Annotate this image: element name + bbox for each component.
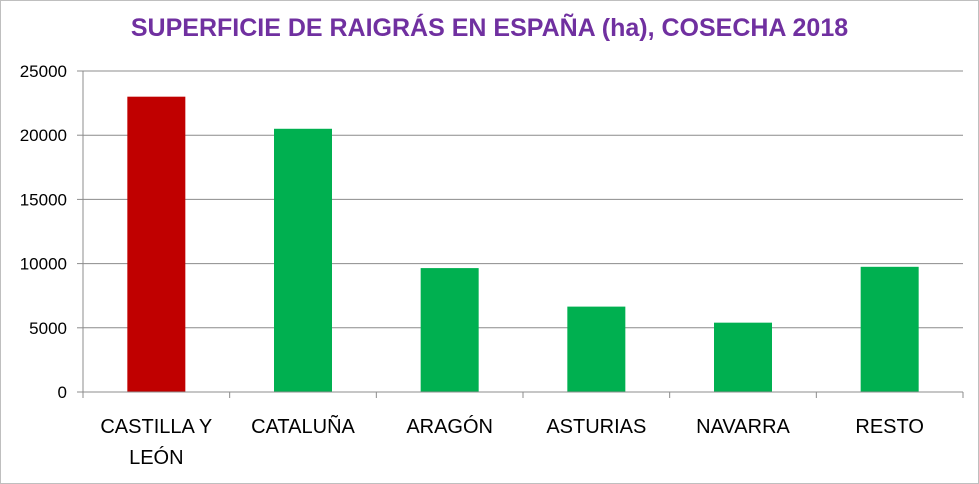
- axes: [82, 71, 964, 398]
- gridlines: [83, 70, 963, 329]
- y-tick-label: 25000: [20, 62, 67, 81]
- chart-title: SUPERFICIE DE RAIGRÁS EN ESPAÑA (ha), CO…: [130, 14, 849, 42]
- x-tick-label: NAVARRA: [696, 416, 790, 438]
- bar: [420, 268, 479, 392]
- y-tick-label: 20000: [20, 126, 67, 145]
- bar: [127, 96, 186, 393]
- x-tick-label: CASTILLA Y LEÓN: [100, 416, 212, 469]
- x-tick-label: CATALUÑA: [251, 414, 355, 438]
- x-tick-label: ARAGÓN: [406, 415, 493, 438]
- x-tick-label: ASTURIAS: [546, 416, 646, 438]
- y-tick-label: 0: [58, 383, 67, 402]
- bar: [274, 128, 332, 392]
- bar: [567, 306, 626, 392]
- y-tick-label: 5000: [29, 319, 67, 338]
- y-axis-ticks: 0 5000 10000 15000 20000 25000: [20, 62, 83, 402]
- bar: [860, 266, 919, 392]
- bar: [714, 322, 772, 392]
- bars: [127, 96, 919, 393]
- x-tick-label: RESTO: [855, 416, 924, 438]
- x-axis-labels: CASTILLA Y LEÓN CATALUÑA ARAGÓN ASTURIAS NAVA…: [100, 414, 924, 469]
- y-tick-label: 10000: [20, 255, 67, 274]
- y-tick-label: 15000: [20, 190, 67, 209]
